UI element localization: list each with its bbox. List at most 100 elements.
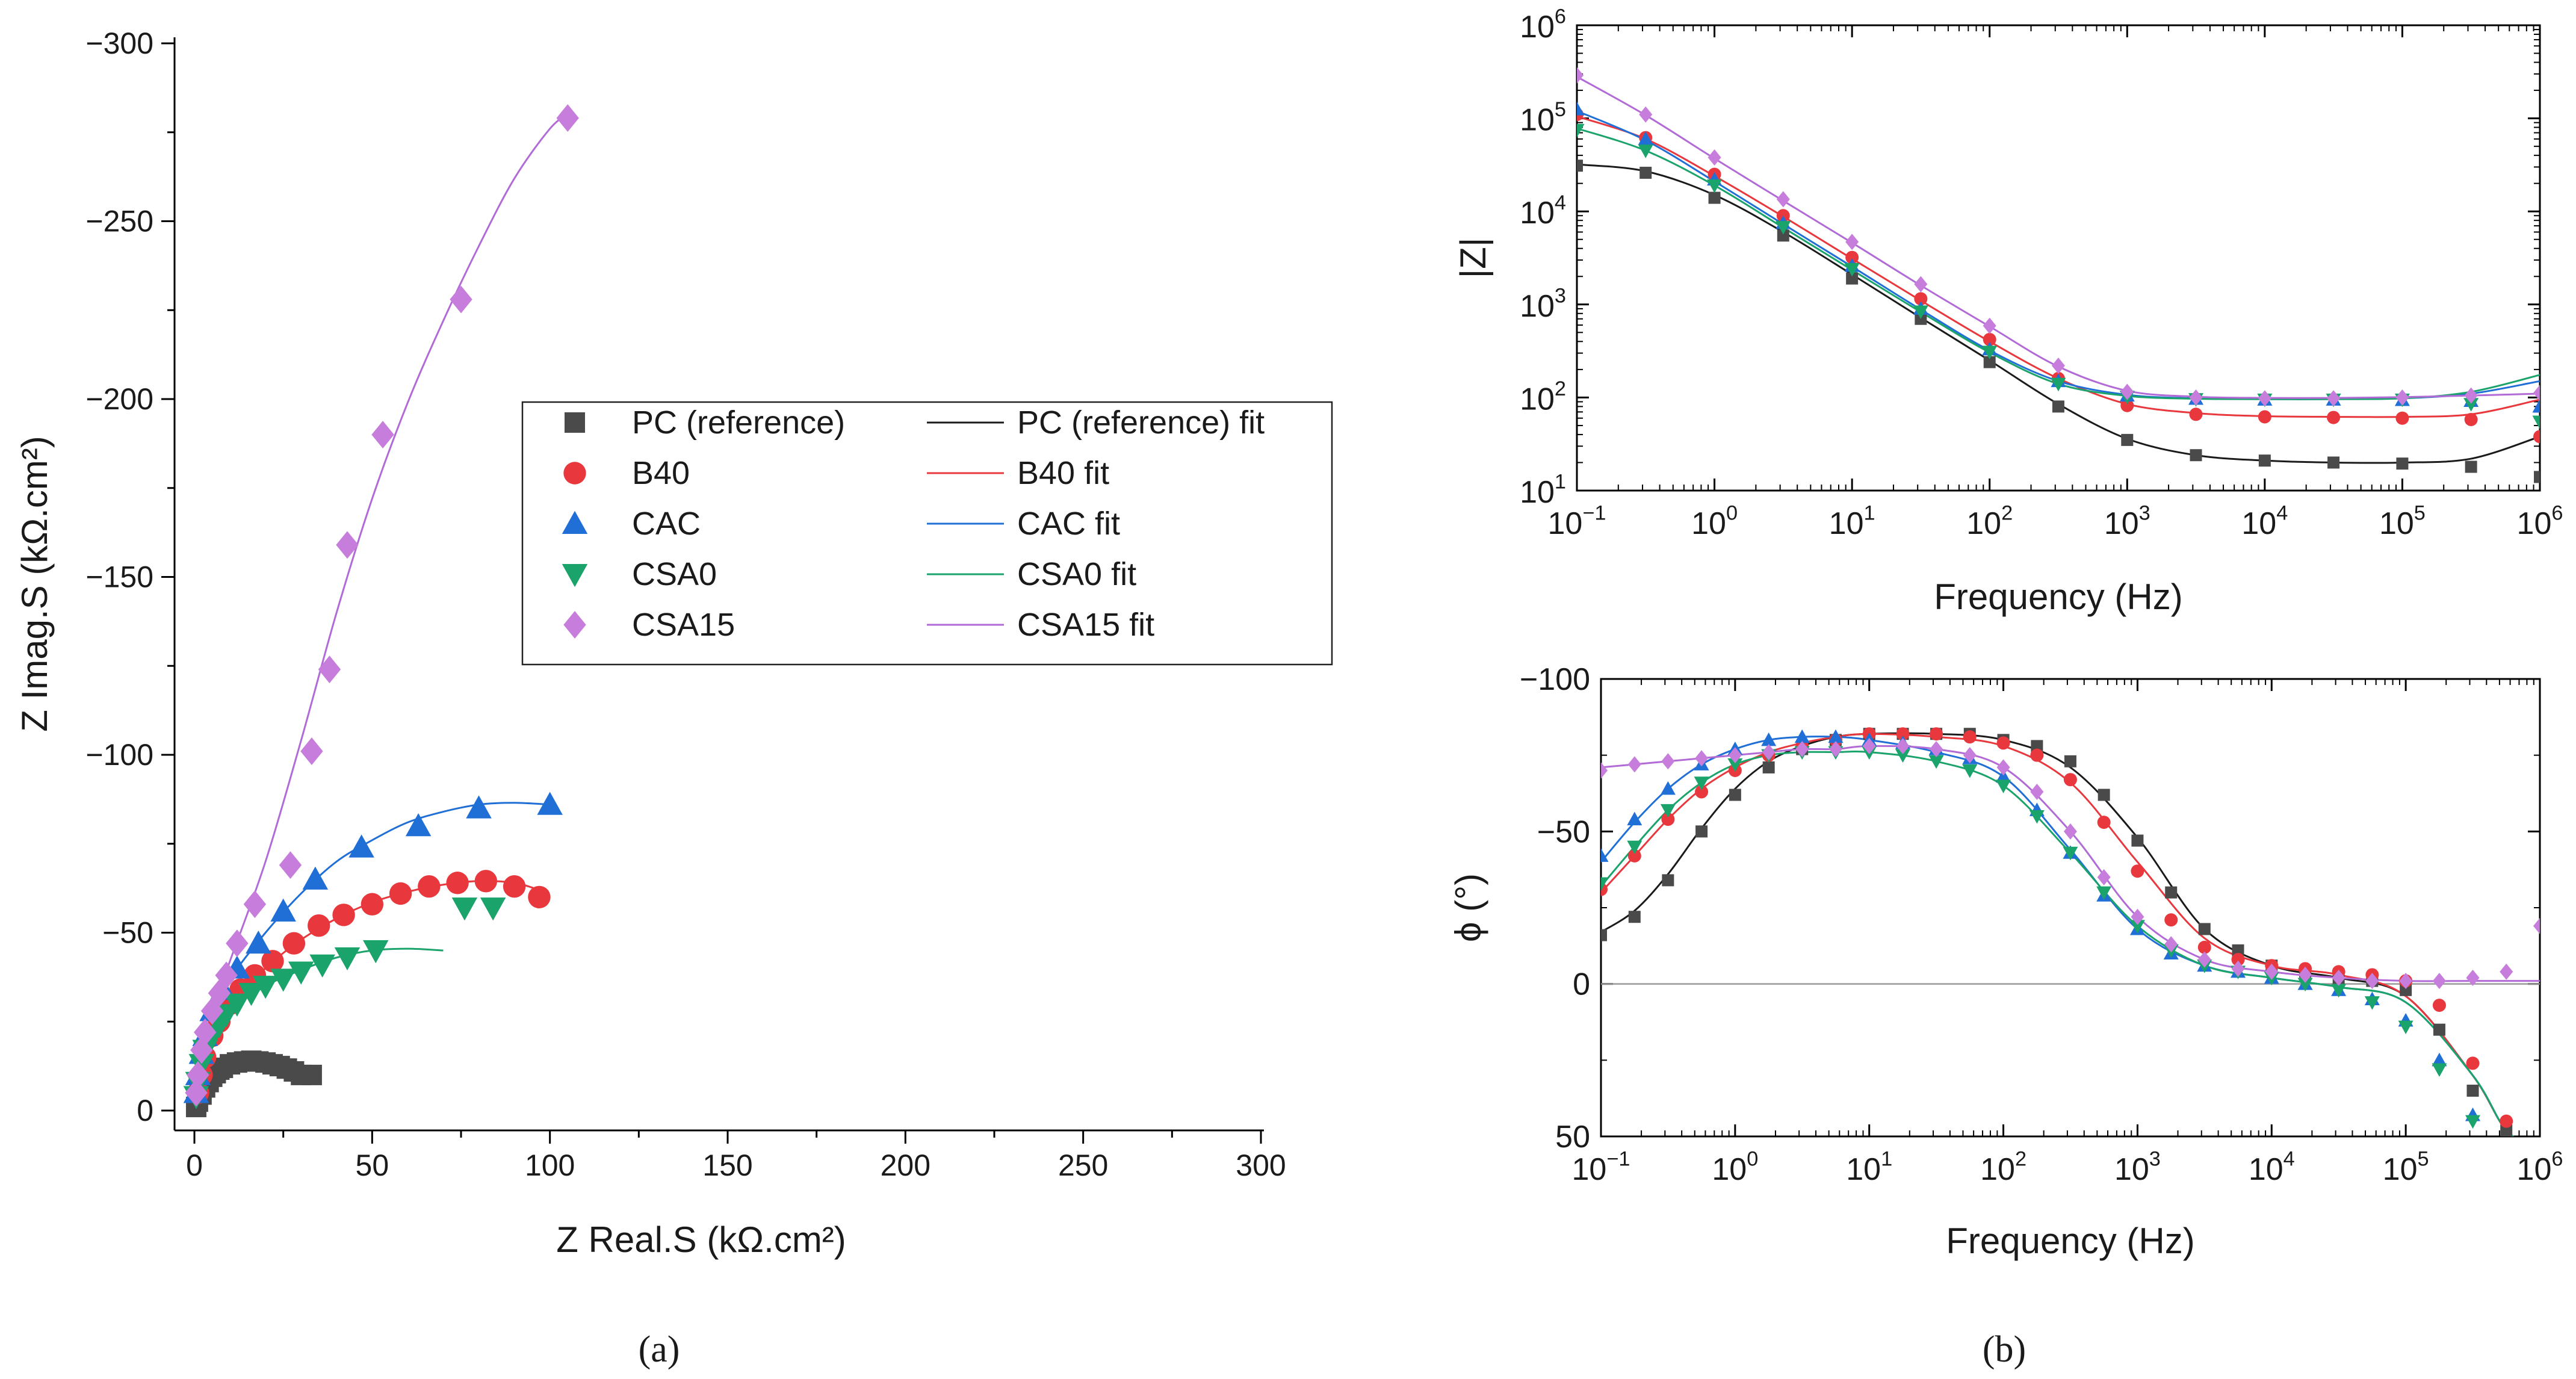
data-point-csa15	[556, 104, 579, 132]
data-point-pc-reference	[2400, 984, 2412, 996]
data-point-csa0	[238, 982, 264, 1006]
data-point-csa0	[2029, 810, 2045, 824]
data-point-b40	[389, 882, 412, 905]
fit-line-pc-reference-fit	[1601, 732, 2515, 1136]
data-point-csa15	[1762, 744, 1776, 761]
data-point-b40	[2063, 773, 2077, 787]
data-point-csa15	[279, 851, 302, 879]
x-tick-label: 105	[2379, 502, 2426, 541]
data-point-pc-reference	[1695, 825, 1708, 838]
y-tick-label: −150	[85, 560, 153, 594]
data-point-pc-reference	[2052, 400, 2064, 413]
data-point-pc-reference	[2258, 454, 2271, 467]
data-point-csa0	[1727, 758, 1743, 772]
data-point-csa15	[2051, 357, 2065, 374]
data-point-csa15	[336, 531, 359, 559]
data-point-b40	[2258, 410, 2271, 424]
data-point-csa15	[190, 1036, 213, 1064]
data-point-csa15	[2395, 389, 2409, 406]
data-point-csa15	[1627, 756, 1641, 773]
data-point-cac	[302, 866, 329, 890]
data-point-csa15	[1695, 750, 1709, 767]
data-point-csa0	[309, 954, 335, 978]
data-point-pc-reference	[1708, 191, 1721, 204]
legend-label-pc-reference-fit: PC (reference) fit	[1017, 404, 1265, 441]
legend-marker-csa15	[563, 611, 586, 639]
legend-label-csa15-fit: CSA15 fit	[1017, 607, 1154, 643]
data-point-b40	[1983, 333, 1996, 347]
data-point-csa15	[371, 421, 394, 449]
data-point-pc-reference	[2465, 460, 2477, 473]
data-point-csa15	[226, 929, 249, 958]
data-point-csa15	[1601, 762, 1608, 779]
data-point-b40	[2464, 412, 2478, 426]
data-point-csa0	[1707, 179, 1723, 193]
y-tick-label: −200	[85, 382, 153, 416]
fit-line-cac-fit	[1601, 736, 2515, 1136]
x-tick-label: 103	[2114, 1148, 2161, 1187]
data-point-b40	[1695, 785, 1709, 799]
plot-frame	[1576, 24, 2541, 492]
data-point-pc-reference	[2031, 740, 2043, 752]
x-tick-label: 0	[186, 1148, 203, 1182]
legend-box	[521, 401, 1333, 666]
data-point-csa15	[2327, 390, 2341, 407]
data-point-b40	[528, 885, 551, 909]
data-point-pc-reference	[2165, 886, 2178, 899]
data-point-b40	[1963, 730, 1977, 744]
x-tick-label: 100	[1691, 502, 1738, 541]
y-tick-label: 104	[1520, 191, 1566, 231]
data-point-pc-reference	[2098, 789, 2110, 801]
x-tick-label: 250	[1058, 1148, 1108, 1182]
data-point-csa15	[2332, 970, 2345, 987]
data-point-b40	[2131, 864, 2144, 878]
data-point-pc-reference	[1662, 874, 1674, 887]
data-point-csa0	[252, 976, 279, 999]
data-point-csa15	[185, 1079, 208, 1107]
data-point-cac	[405, 813, 432, 837]
data-point-b40	[503, 875, 526, 898]
y-tick-label: 101	[1520, 471, 1566, 510]
data-point-b40	[282, 932, 306, 955]
x-axis-label: Frequency (Hz)	[1934, 577, 2182, 617]
data-point-cac	[1761, 732, 1777, 746]
data-point-csa15	[2197, 951, 2211, 968]
legend-marker-csa0	[562, 564, 588, 587]
data-point-csa0	[1577, 123, 1585, 138]
data-point-pc-reference	[2534, 471, 2540, 483]
data-point-csa15	[2464, 387, 2478, 404]
data-point-pc-reference	[2396, 457, 2409, 470]
data-point-csa0	[1638, 144, 1653, 158]
x-tick-label: 102	[1980, 1148, 2026, 1187]
data-point-csa0	[1601, 877, 1609, 891]
data-point-csa15	[187, 1061, 209, 1089]
legend-label-cac-fit: CAC fit	[1017, 506, 1120, 542]
data-point-csa0	[2096, 886, 2112, 900]
x-tick-label: 104	[2241, 502, 2288, 541]
x-tick-label: 106	[2517, 1148, 2563, 1187]
y-axis-label: |Z|	[1453, 238, 1493, 279]
y-tick-label: −50	[102, 916, 153, 950]
data-point-b40	[2327, 411, 2341, 424]
x-tick-label: 100	[1712, 1148, 1758, 1187]
data-point-cac	[537, 792, 563, 815]
data-point-csa0	[2331, 984, 2347, 998]
fit-line-csa15-fit	[1577, 76, 2540, 399]
legend-marker-cac	[562, 510, 588, 534]
data-point-csa0	[1913, 305, 1928, 320]
fit-line-csa15-fit	[193, 113, 569, 1111]
data-point-csa15	[2131, 908, 2144, 925]
data-point-csa15	[2258, 390, 2271, 407]
data-point-csa15	[2500, 963, 2513, 980]
fit-line-cac-fit	[1577, 110, 2540, 400]
data-point-b40	[2164, 913, 2178, 927]
data-point-csa15	[2432, 973, 2446, 990]
legend-marker-b40	[563, 462, 586, 485]
data-point-csa15	[1862, 737, 1876, 754]
data-point-csa15	[1776, 191, 1790, 208]
data-point-b40	[2466, 1056, 2480, 1070]
data-point-pc-reference	[1639, 167, 1652, 179]
x-tick-label: 101	[1829, 502, 1875, 541]
x-tick-label: 101	[1846, 1148, 1892, 1187]
